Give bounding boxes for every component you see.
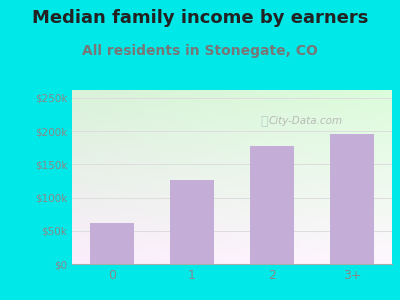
Text: All residents in Stonegate, CO: All residents in Stonegate, CO: [82, 44, 318, 58]
Bar: [170, 180, 214, 264]
Bar: [330, 134, 374, 264]
Text: City-Data.com: City-Data.com: [268, 116, 343, 126]
Text: Median family income by earners: Median family income by earners: [32, 9, 368, 27]
Text: ⦾: ⦾: [260, 115, 268, 128]
Bar: [90, 223, 134, 264]
Bar: [250, 146, 294, 264]
